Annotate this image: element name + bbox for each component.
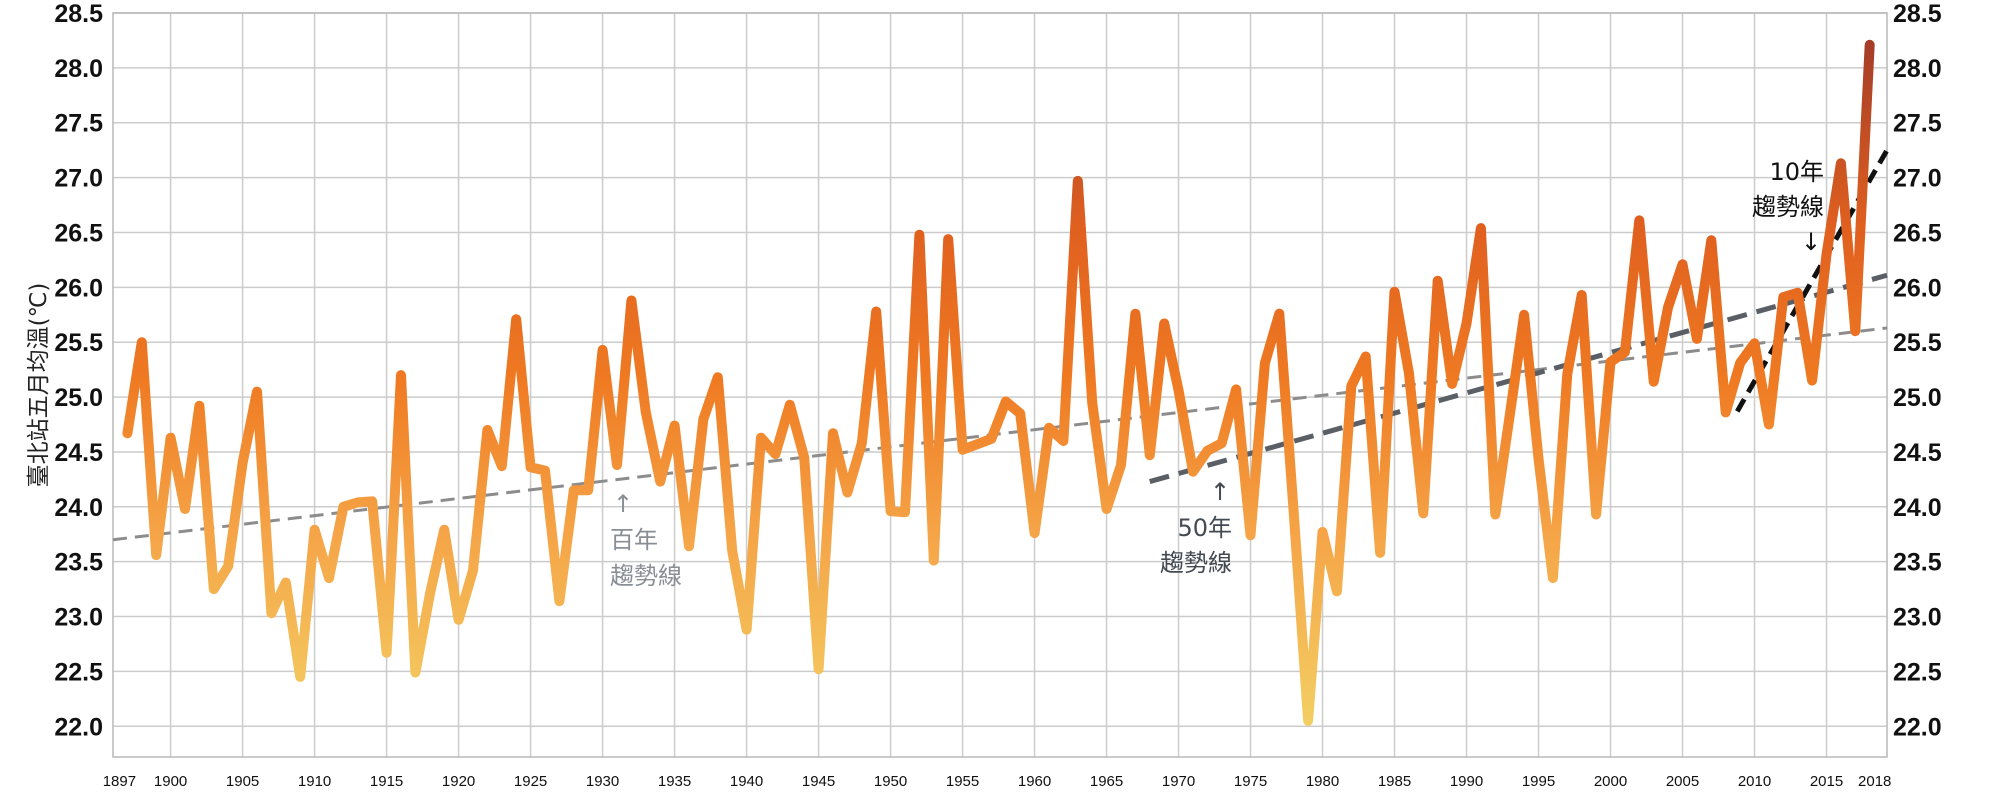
x-tick-label: 1985 [1378, 773, 1411, 790]
y-tick-label-right: 22.5 [1893, 658, 1942, 686]
series-line [122, 39, 1875, 726]
ten-year-trend-label-line2: 趨勢線 [1752, 193, 1824, 221]
x-tick-label: 1930 [586, 773, 619, 790]
y-tick-label-left: 26.5 [54, 219, 103, 247]
fifty-year-trend-arrow: ↑ [1210, 478, 1230, 506]
x-tick-label: 1935 [658, 773, 691, 790]
x-tick-label: 2010 [1738, 773, 1771, 790]
y-axis-right-ticks: 22.0 22.5 23.0 23.5 24.0 24.5 25.0 25.5 26.0 26.5… [1893, 0, 1942, 741]
x-tick-label: 1980 [1306, 773, 1339, 790]
x-tick-label: 2018 [1858, 773, 1891, 790]
fifty-year-trend-annotation: ↑ 50年 趨勢線 [1160, 478, 1232, 577]
x-tick-label: 1910 [298, 773, 331, 790]
fifty-year-trend-label-line2: 趨勢線 [1160, 549, 1232, 577]
century-trend-label-line1: 百年 [610, 526, 658, 554]
y-tick-label-left: 22.5 [54, 658, 103, 686]
y-tick-label-right: 22.0 [1893, 713, 1942, 741]
y-tick-label-right: 28.0 [1893, 55, 1942, 83]
y-tick-label-right: 26.5 [1893, 219, 1942, 247]
x-tick-label: 1960 [1018, 773, 1051, 790]
x-tick-label: 1925 [514, 773, 547, 790]
x-tick-label: 1990 [1450, 773, 1483, 790]
y-tick-label-left: 23.0 [54, 604, 103, 632]
x-tick-label: 1995 [1522, 773, 1555, 790]
x-tick-label: 1970 [1162, 773, 1195, 790]
y-tick-label-left: 28.0 [54, 55, 103, 83]
y-tick-label-left: 27.0 [54, 165, 103, 193]
y-tick-label-right: 23.0 [1893, 604, 1942, 632]
x-tick-label: 1905 [226, 773, 259, 790]
plot-frame [112, 12, 1888, 758]
y-tick-label-right: 25.5 [1893, 329, 1942, 357]
y-tick-label-right: 28.5 [1893, 0, 1942, 28]
y-tick-label-left: 23.5 [54, 549, 103, 577]
y-tick-label-left: 24.0 [54, 494, 103, 522]
x-tick-label: 1975 [1234, 773, 1267, 790]
y-tick-label-right: 26.0 [1893, 274, 1942, 302]
y-tick-label-left: 25.0 [54, 384, 103, 412]
x-tick-label: 1897 [103, 773, 136, 790]
x-axis-ticks: 1897 1900 1905 1910 1915 1920 1925 1930 1935 1940… [103, 773, 1892, 790]
x-tick-label: 1915 [370, 773, 403, 790]
century-trend-label-line2: 趨勢線 [610, 562, 682, 590]
y-axis-left-ticks: 22.0 22.5 23.0 23.5 24.0 24.5 25.0 25.5 26.0 26.5… [54, 0, 103, 741]
century-trend-annotation: ↑ 百年 趨勢線 [610, 490, 682, 590]
y-tick-label-right: 23.5 [1893, 549, 1942, 577]
series-line-layer [122, 39, 1875, 726]
x-tick-label: 1945 [802, 773, 835, 790]
y-tick-label-left: 22.0 [54, 713, 103, 741]
y-axis-label: 臺北站五月均溫(℃) [26, 283, 52, 488]
x-tick-label: 2015 [1810, 773, 1843, 790]
y-tick-label-left: 25.5 [54, 329, 103, 357]
y-tick-label-left: 24.5 [54, 439, 103, 467]
ten-year-trend-annotation: 10年 趨勢線 ↓ [1752, 158, 1824, 256]
y-tick-label-left: 26.0 [54, 274, 103, 302]
x-tick-label: 1950 [874, 773, 907, 790]
ten-year-trend-arrow: ↓ [1801, 228, 1821, 256]
x-tick-label: 1955 [946, 773, 979, 790]
x-tick-label: 1965 [1090, 773, 1123, 790]
x-tick-label: 1900 [154, 773, 187, 790]
y-tick-label-right: 24.5 [1893, 439, 1942, 467]
ten-year-trend-label-line1: 10年 [1769, 158, 1824, 186]
fifty-year-trend-line [1149, 272, 1888, 484]
y-tick-label-right: 27.0 [1893, 165, 1942, 193]
y-tick-label-right: 25.0 [1893, 384, 1942, 412]
y-tick-label-right: 27.5 [1893, 110, 1942, 138]
century-trend-arrow: ↑ [613, 490, 633, 518]
fifty-year-trend-label-line1: 50年 [1177, 514, 1232, 542]
y-tick-label-right: 24.0 [1893, 494, 1942, 522]
vertical-gridlines [169, 13, 1828, 757]
x-tick-label: 2005 [1666, 773, 1699, 790]
y-tick-label-left: 27.5 [54, 110, 103, 138]
x-tick-label: 1940 [730, 773, 763, 790]
y-tick-label-left: 28.5 [54, 0, 103, 28]
x-tick-label: 1920 [442, 773, 475, 790]
x-tick-label: 2000 [1594, 773, 1627, 790]
